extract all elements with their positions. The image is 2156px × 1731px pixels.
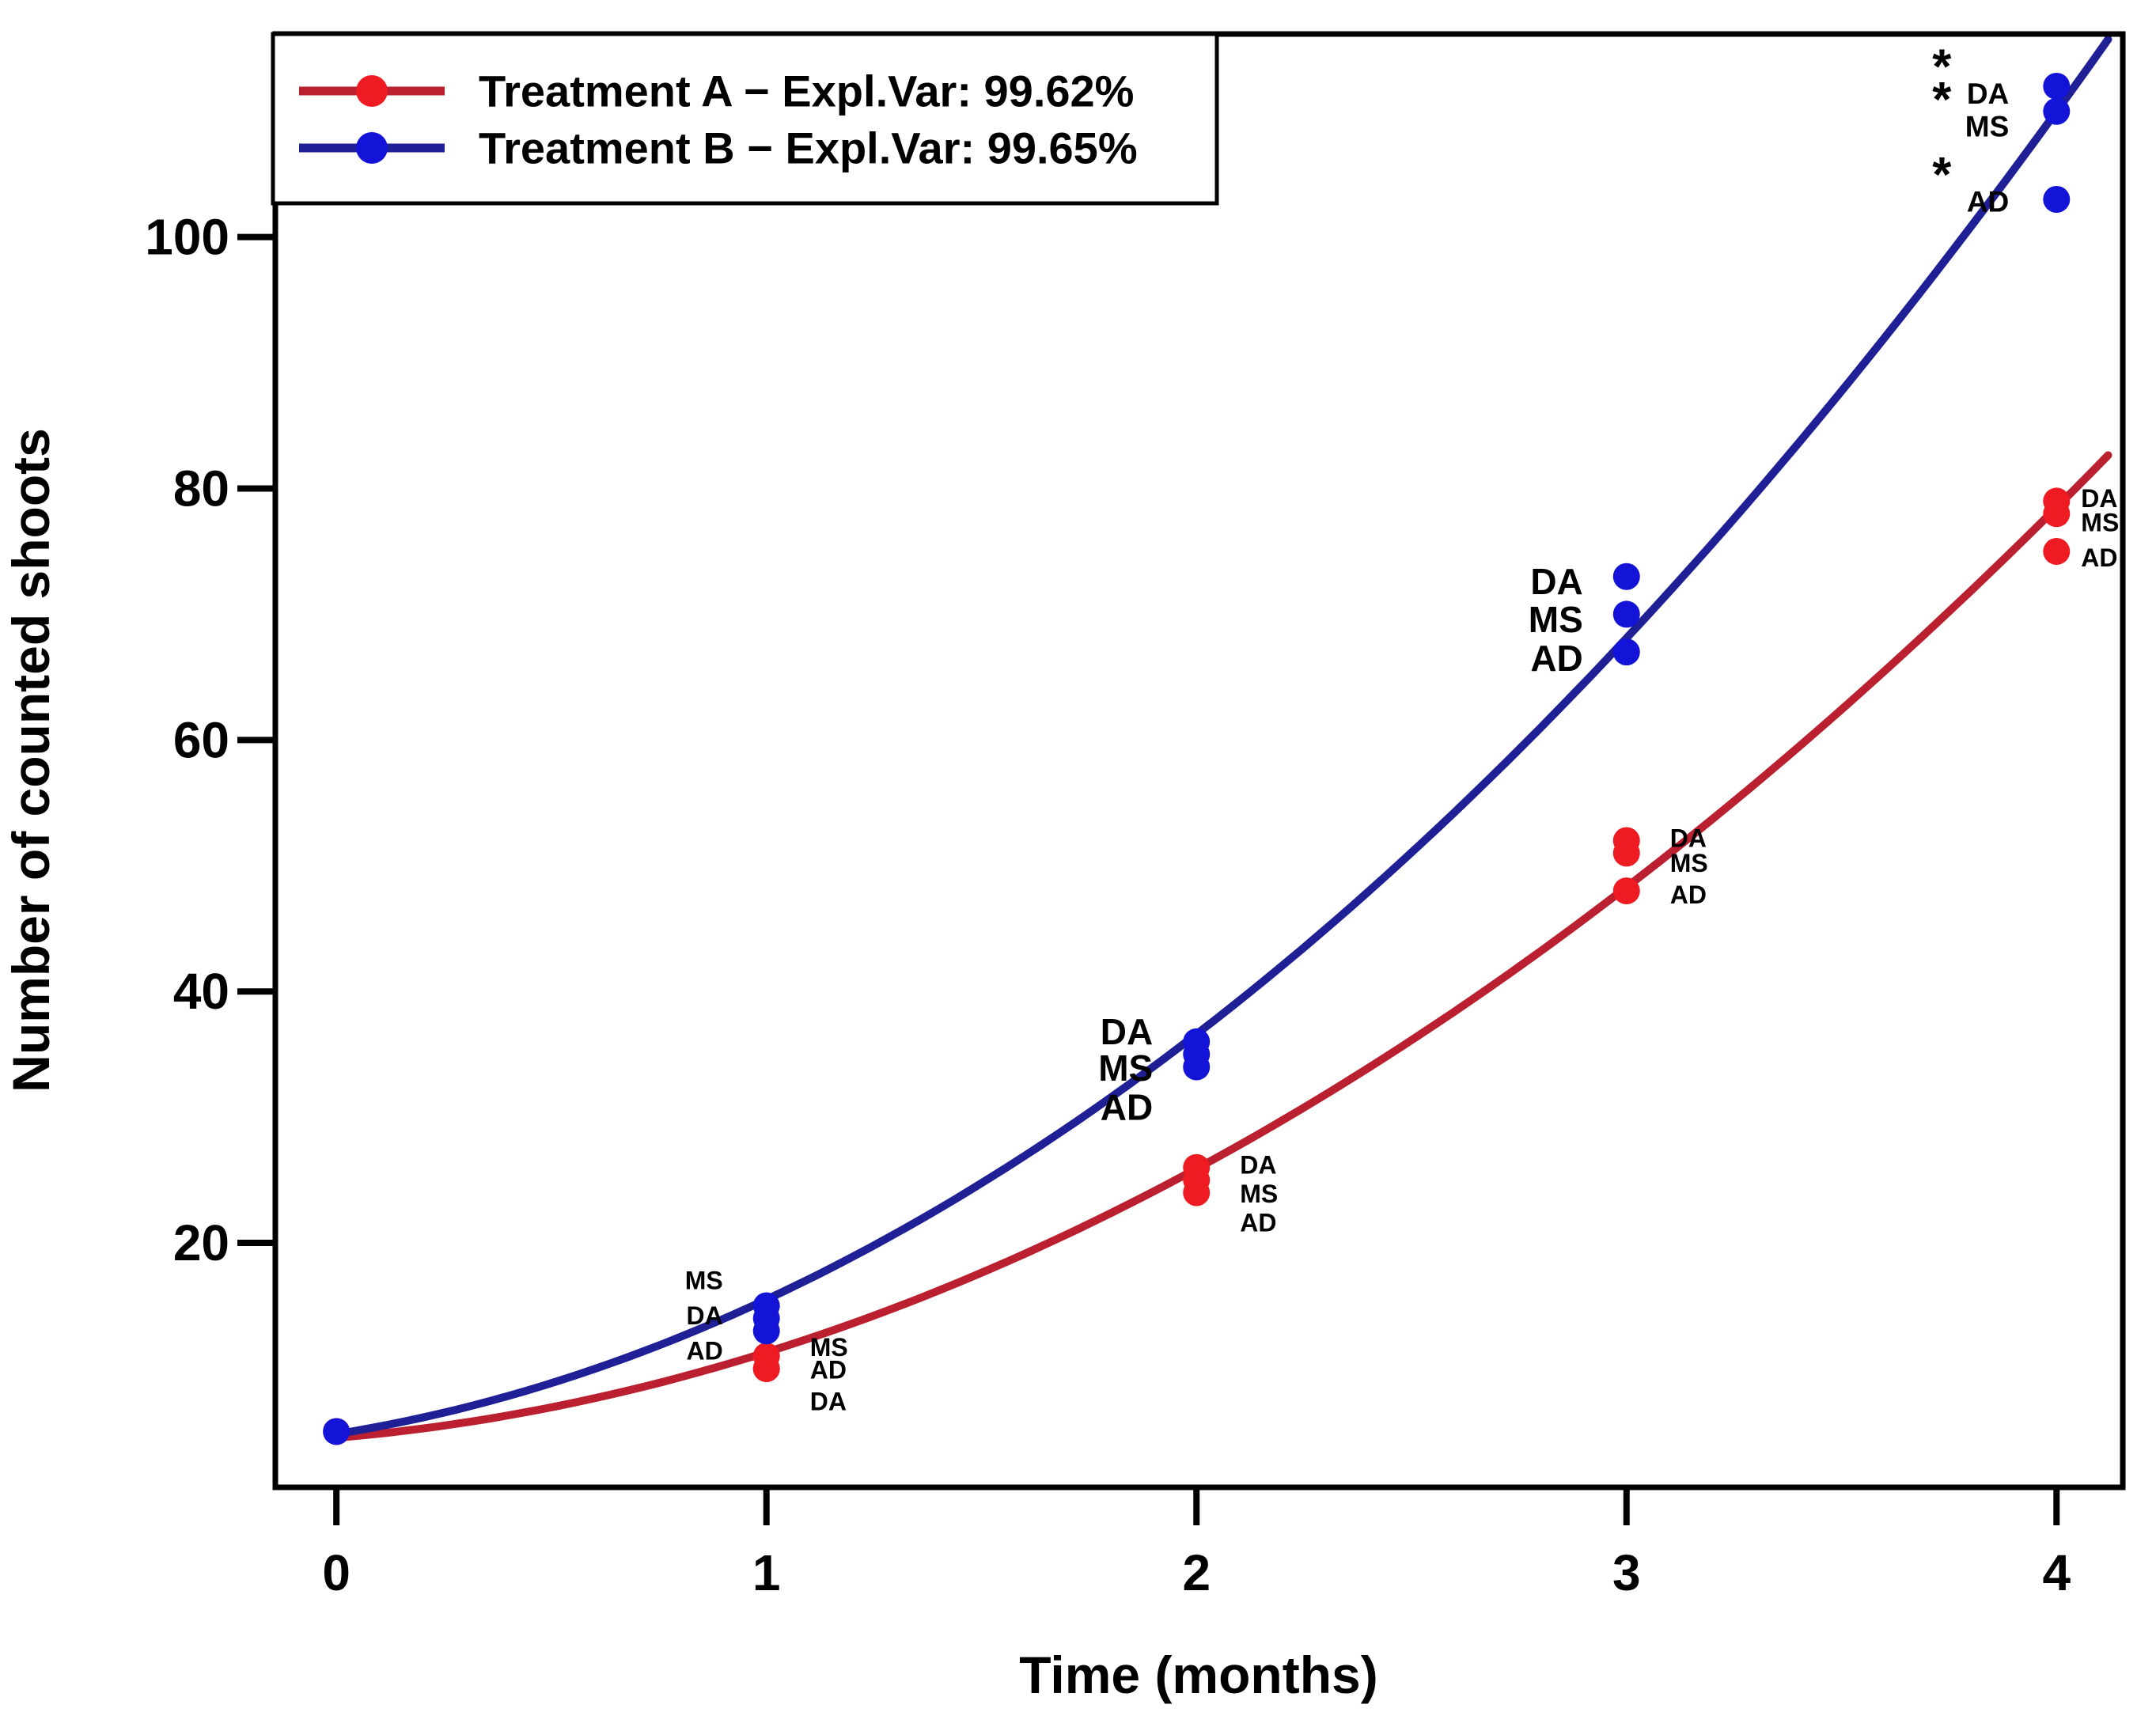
data-point-treatment-b — [323, 1418, 350, 1445]
legend: Treatment A − Expl.Var: 99.62% Treatment … — [271, 32, 1219, 206]
data-point-treatment-b — [2043, 97, 2071, 125]
point-labels-layer: MSADDADAMSADDAMSADDAMSADMSDAADDAMSADDAMS… — [685, 40, 2120, 1416]
point-label-treatment-a: DA — [2081, 484, 2117, 513]
data-point-treatment-a — [1183, 1179, 1211, 1206]
data-point-treatment-b — [1612, 638, 1640, 666]
point-label-treatment-b: MS — [685, 1267, 723, 1295]
data-point-treatment-b — [752, 1317, 780, 1345]
point-label-treatment-a: AD — [2081, 544, 2117, 572]
data-point-treatment-b — [1612, 562, 1640, 590]
legend-point-marker — [356, 75, 388, 107]
point-label-treatment-b: DA — [1101, 1011, 1153, 1052]
x-tick-label: 0 — [322, 1544, 350, 1601]
x-tick-label: 1 — [752, 1544, 781, 1601]
legend-label: Treatment B − Expl.Var: 99.65% — [479, 123, 1138, 173]
data-point-treatment-b — [1183, 1053, 1211, 1081]
data-point-treatment-a — [2043, 537, 2071, 565]
legend-label: Treatment A − Expl.Var: 99.62% — [479, 66, 1134, 116]
y-tick-label: 80 — [173, 460, 229, 517]
data-point-treatment-a — [752, 1354, 780, 1382]
point-label-treatment-a: MS — [810, 1333, 848, 1362]
plot-border — [272, 31, 2126, 1490]
x-tick-label: 2 — [1182, 1544, 1211, 1601]
fit-curves-layer — [332, 35, 2112, 1442]
legend-point-marker — [356, 132, 388, 164]
data-point-treatment-b — [2043, 72, 2071, 100]
y-axis-title: Number of counted shoots — [2, 428, 60, 1093]
data-point-treatment-b — [1612, 600, 1640, 628]
point-label-treatment-a: DA — [1240, 1151, 1276, 1180]
y-tick-label: 40 — [173, 963, 229, 1020]
significance-star-icon: * — [1932, 73, 1952, 127]
point-label-treatment-a: MS — [2081, 508, 2119, 536]
point-label-treatment-b: AD — [1101, 1086, 1153, 1127]
fit-curve-treatment-b — [332, 35, 2112, 1438]
point-label-treatment-b: DA — [686, 1301, 722, 1330]
data-point-treatment-a — [2043, 500, 2071, 528]
point-label-treatment-b: MS — [1098, 1047, 1153, 1089]
point-label-treatment-a: AD — [1670, 881, 1707, 909]
point-label-treatment-b: AD — [686, 1337, 722, 1365]
significance-star-icon: * — [1932, 40, 1952, 95]
data-point-treatment-a — [1612, 839, 1640, 867]
data-points-layer — [323, 72, 2071, 1445]
axes-layer: 20 40 60 80 100 0 1 2 3 4 — [145, 31, 2126, 1601]
point-label-treatment-a: DA — [1670, 824, 1707, 852]
legend-box — [271, 32, 1219, 206]
point-label-treatment-b: AD — [1967, 186, 2009, 218]
point-label-treatment-a: AD — [810, 1356, 847, 1384]
x-tick-label: 4 — [2042, 1544, 2071, 1601]
point-label-treatment-b: MS — [1965, 110, 2010, 142]
point-label-treatment-b: DA — [1967, 78, 2009, 110]
x-axis-title: Time (months) — [1019, 1646, 1377, 1704]
point-label-treatment-a: MS — [1670, 849, 1708, 877]
point-label-treatment-a: DA — [810, 1387, 847, 1415]
y-tick-label: 20 — [173, 1214, 229, 1271]
point-label-treatment-b: DA — [1530, 561, 1582, 602]
point-label-treatment-b: AD — [1530, 638, 1582, 679]
fit-curve-treatment-a — [332, 451, 2112, 1442]
point-label-treatment-a: MS — [1240, 1180, 1278, 1208]
data-point-treatment-a — [1612, 877, 1640, 905]
point-label-treatment-a: AD — [1240, 1209, 1276, 1237]
y-tick-label: 60 — [173, 711, 229, 768]
significance-star-icon: * — [1932, 148, 1952, 203]
x-tick-label: 3 — [1612, 1544, 1641, 1601]
y-tick-label: 100 — [145, 209, 229, 266]
point-label-treatment-b: MS — [1529, 599, 1583, 640]
data-point-treatment-b — [2043, 185, 2071, 213]
